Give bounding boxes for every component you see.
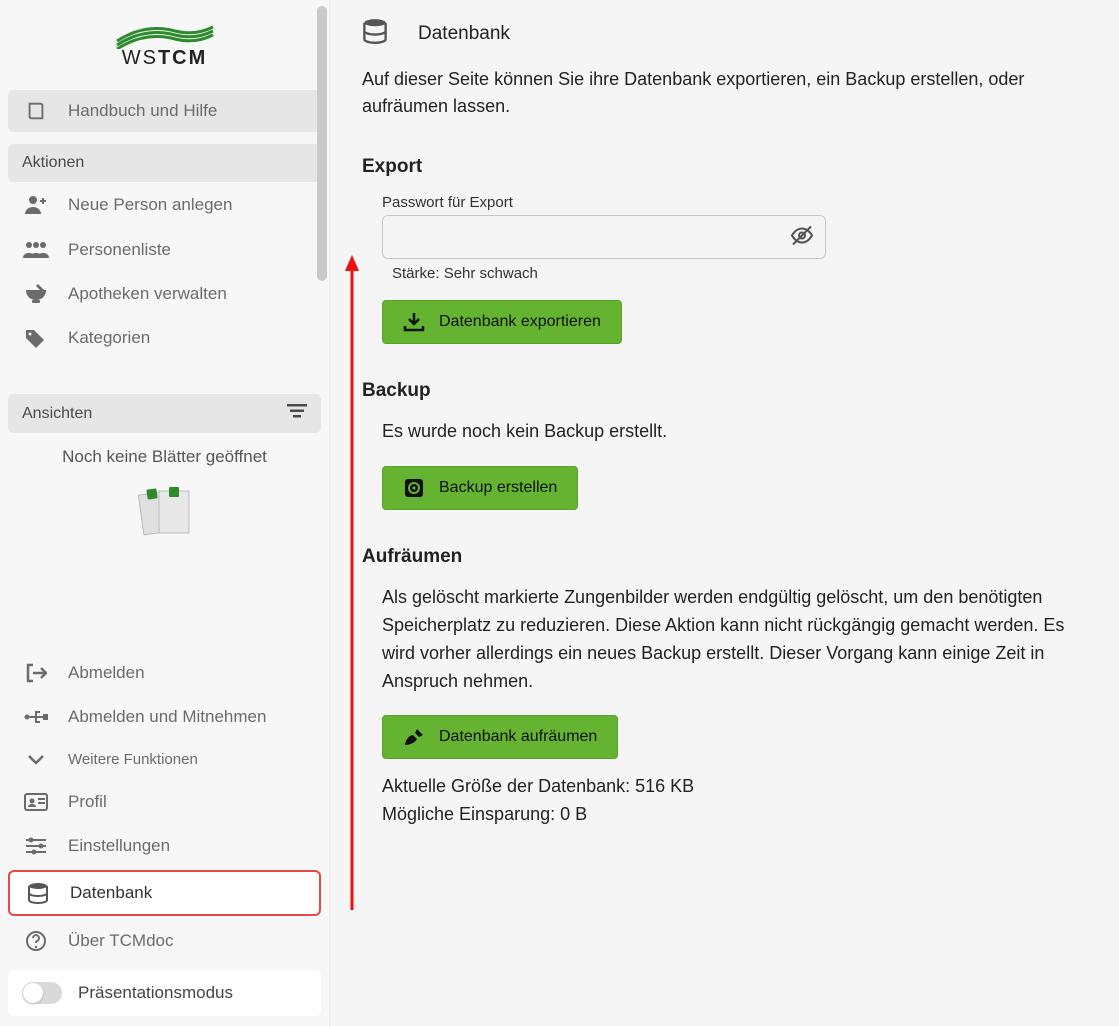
app-root: WSTCM Handbuch und Hilfe Aktionen Neue P… — [0, 0, 1119, 1026]
chevron-down-icon — [22, 754, 50, 766]
filter-lines-icon[interactable] — [287, 404, 307, 423]
sidebar: WSTCM Handbuch und Hilfe Aktionen Neue P… — [0, 0, 330, 1026]
usb-icon — [22, 709, 50, 725]
book-icon — [22, 100, 50, 122]
nav-logout[interactable]: Abmelden — [8, 653, 321, 693]
nav-settings[interactable]: Einstellungen — [8, 826, 321, 866]
tags-icon — [22, 328, 50, 348]
nav-categories-label: Kategorien — [68, 328, 150, 348]
disc-icon — [403, 477, 425, 499]
nav-logout-take-label: Abmelden und Mitnehmen — [68, 707, 266, 727]
section-cleanup: Aufräumen Als gelöscht markierte Zungenb… — [362, 546, 1093, 829]
presentation-toggle-row[interactable]: Präsentationsmodus — [8, 970, 321, 1016]
db-stats: Aktuelle Größe der Datenbank: 516 KB Mög… — [382, 773, 1093, 829]
nav-logout-take[interactable]: Abmelden und Mitnehmen — [8, 697, 321, 737]
backup-button[interactable]: Backup erstellen — [382, 466, 578, 510]
export-button[interactable]: Datenbank exportieren — [382, 300, 622, 344]
cleanup-button-label: Datenbank aufräumen — [439, 728, 597, 746]
backup-button-label: Backup erstellen — [439, 479, 557, 497]
clipboard-illustration — [8, 475, 321, 559]
broom-icon — [403, 727, 425, 747]
backup-status: Es wurde noch kein Backup erstellt. — [382, 418, 1093, 446]
nav-person-list-label: Personenliste — [68, 240, 171, 260]
cleanup-button[interactable]: Datenbank aufräumen — [382, 715, 618, 759]
people-icon — [22, 240, 50, 260]
page-header: Datenbank — [362, 18, 1093, 50]
download-icon — [403, 312, 425, 332]
section-backup: Backup Es wurde noch kein Backup erstell… — [362, 380, 1093, 510]
eye-off-icon — [790, 225, 814, 247]
nav-about[interactable]: Über TCMdoc — [8, 920, 321, 962]
section-actions-label: Aktionen — [22, 154, 84, 172]
section-views-header: Ansichten — [8, 394, 321, 433]
nav-database[interactable]: Datenbank — [8, 870, 321, 916]
cleanup-text: Als gelöscht markierte Zungenbilder werd… — [382, 584, 1093, 696]
database-icon — [362, 18, 388, 50]
nav-pharmacies[interactable]: Apotheken verwalten — [8, 274, 321, 314]
logo-swoosh-icon — [115, 19, 215, 49]
export-button-label: Datenbank exportieren — [439, 313, 601, 331]
password-input[interactable] — [382, 215, 826, 259]
section-views-label: Ansichten — [22, 405, 92, 423]
question-circle-icon — [22, 930, 50, 952]
id-card-icon — [22, 793, 50, 811]
nav-profile rdata-interactable[interactable]: Profil — [8, 782, 321, 822]
presentation-label: Präsentationsmodus — [78, 983, 233, 1003]
nav-person-list[interactable]: Personenliste — [8, 230, 321, 270]
nav-categories[interactable]: Kategorien — [8, 318, 321, 358]
password-strength: Stärke: Sehr schwach — [392, 265, 1093, 282]
toggle-visibility-button[interactable] — [786, 221, 818, 254]
nav-database-label: Datenbank — [70, 883, 152, 903]
toggle-switch[interactable] — [22, 982, 62, 1004]
brand-logo: WSTCM — [8, 6, 321, 82]
sidebar-scrollbar[interactable] — [317, 6, 327, 281]
export-heading: Export — [362, 156, 1093, 178]
nav-help[interactable]: Handbuch und Hilfe — [8, 90, 321, 132]
nav-about-label: Über TCMdoc — [68, 931, 174, 951]
database-icon — [24, 882, 52, 904]
mortar-icon — [22, 284, 50, 304]
no-sheets-text: Noch keine Blätter geöffnet — [8, 433, 321, 475]
section-export: Export Passwort für Export Stärke: Sehr … — [362, 156, 1093, 344]
nav-settings-label: Einstellungen — [68, 836, 170, 856]
nav-pharmacies-label: Apotheken verwalten — [68, 284, 227, 304]
person-plus-icon — [22, 194, 50, 216]
nav-profile-label: Profil — [68, 792, 107, 812]
nav-more-functions-label: Weitere Funktionen — [68, 751, 198, 768]
password-label: Passwort für Export — [382, 194, 1093, 211]
logout-icon — [22, 663, 50, 683]
password-input-wrap — [382, 215, 826, 259]
main-content: Datenbank Auf dieser Seite können Sie ih… — [330, 0, 1119, 1026]
nav-more-functions[interactable]: Weitere Funktionen — [8, 741, 321, 778]
section-actions-header: Aktionen — [8, 144, 321, 182]
nav-new-person[interactable]: Neue Person anlegen — [8, 184, 321, 226]
sliders-icon — [22, 837, 50, 855]
nav-help-label: Handbuch und Hilfe — [68, 101, 217, 121]
backup-heading: Backup — [362, 380, 1093, 402]
page-title: Datenbank — [418, 23, 510, 45]
page-description: Auf dieser Seite können Sie ihre Datenba… — [362, 66, 1093, 120]
nav-new-person-label: Neue Person anlegen — [68, 195, 232, 215]
brand-text: WSTCM — [122, 47, 208, 70]
nav-logout-label: Abmelden — [68, 663, 145, 683]
cleanup-heading: Aufräumen — [362, 546, 1093, 568]
